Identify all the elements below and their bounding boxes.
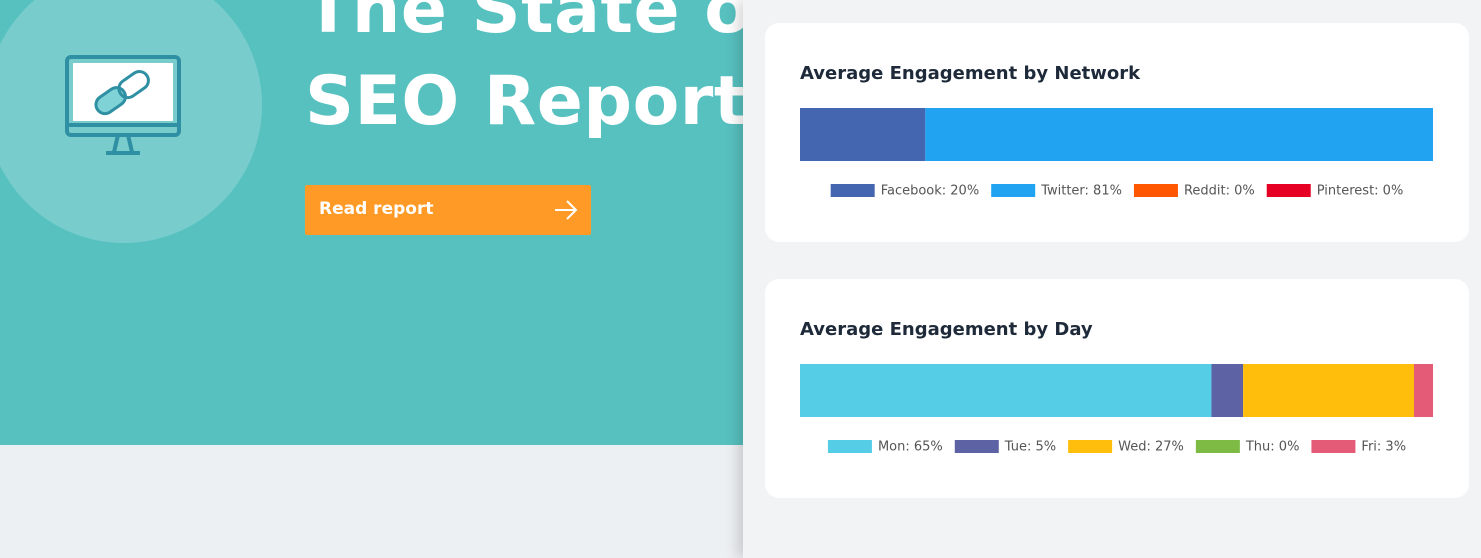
legend-label: Wed: 27% (1118, 440, 1184, 455)
legend-label: Reddit: 0% (1184, 184, 1255, 199)
charts: Average Engagement by Network Facebook: 2… (765, 23, 1469, 498)
legend-swatch (1068, 440, 1113, 453)
legend-label: Fri: 3% (1361, 440, 1406, 455)
legend-label: Pinterest: 0% (1317, 184, 1404, 199)
legend: Mon: 65% Tue: 5% Wed: 27% Thu: 0% Fri: 3% (827, 440, 1406, 455)
chart-title: Average Engagement by Network (800, 63, 1141, 84)
hero-title: SEO Report 2 (305, 62, 819, 141)
legend-label: Twitter: 81% (1040, 184, 1122, 199)
button-label[interactable]: Read report (319, 199, 434, 219)
bar-segment (1243, 364, 1415, 417)
legend-swatch (1133, 184, 1178, 197)
read-report-button[interactable]: Read report (305, 185, 591, 235)
legend-swatch (1195, 440, 1240, 453)
legend-swatch (954, 440, 999, 453)
legend-swatch (991, 184, 1036, 197)
legend-swatch (827, 440, 872, 453)
bar-segment (1211, 364, 1244, 417)
icon-circle (0, 0, 262, 243)
side-panel: Average Engagement by Network Facebook: 2… (743, 0, 1481, 558)
bar-segment (800, 108, 926, 161)
bar-segment (1414, 364, 1433, 417)
legend-label: Mon: 65% (878, 440, 943, 455)
legend-swatch (1311, 440, 1356, 453)
arrow-icon (555, 200, 578, 220)
chart-title: Average Engagement by Day (800, 319, 1093, 340)
monitor-icon (65, 55, 181, 155)
legend-label: Thu: 0% (1245, 440, 1300, 455)
legend-label: Tue: 5% (1004, 440, 1056, 455)
legend-swatch (1266, 184, 1311, 197)
legend: Facebook: 20% Twitter: 81% Reddit: 0% Pinte… (830, 184, 1404, 199)
bar-segment (925, 108, 1433, 161)
legend-swatch (830, 184, 875, 197)
hero-title: The State of (305, 0, 782, 49)
legend-label: Facebook: 20% (881, 184, 980, 199)
bar-segment (800, 364, 1212, 417)
